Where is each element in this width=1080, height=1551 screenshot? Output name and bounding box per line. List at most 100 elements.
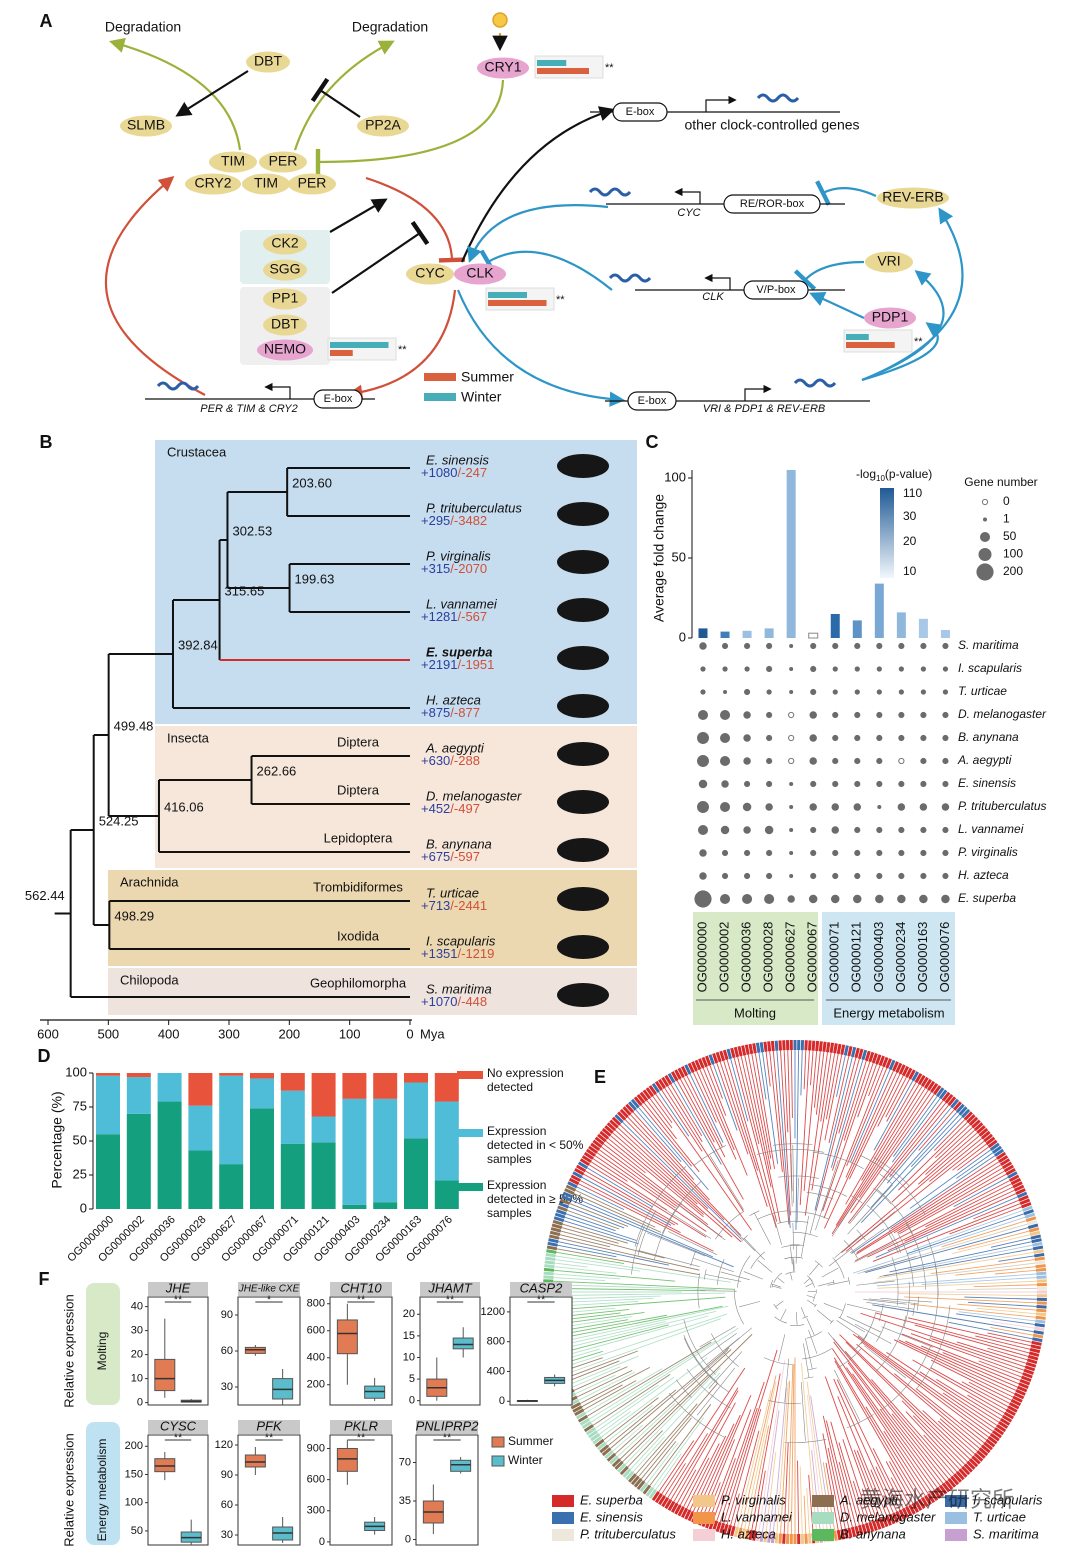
tip-ring [976, 1450, 986, 1459]
box [452, 1337, 474, 1350]
arrow [793, 260, 865, 291]
tree-branch [836, 1379, 901, 1511]
tree-branch [833, 1378, 894, 1514]
tip-ring [882, 1056, 889, 1068]
bar [698, 628, 708, 638]
tip-ring [625, 1470, 635, 1481]
tip-ring [1009, 1174, 1020, 1182]
tree-branch [797, 1460, 800, 1534]
tree-branch [814, 1056, 853, 1211]
y-tick-label: 15 [403, 1330, 415, 1342]
tree-branch [875, 1466, 898, 1512]
legend-swatch [812, 1495, 834, 1507]
tree-branch [838, 1058, 860, 1134]
tip-ring [1000, 1417, 1011, 1426]
tree-internal [846, 1315, 886, 1343]
tip-ring [544, 1264, 555, 1269]
tree-branch [553, 1292, 726, 1297]
tree-branch [751, 1373, 781, 1531]
tree-branch [699, 1394, 752, 1515]
y-tick-label: 20 [403, 1308, 415, 1320]
tip-ring [684, 1064, 692, 1075]
tree-branch [640, 1104, 693, 1167]
tree-branch [910, 1114, 960, 1168]
tree-branch [607, 1137, 704, 1218]
tree-branch [632, 1436, 665, 1473]
tip-ring [971, 1119, 981, 1129]
tree-branch [553, 1280, 735, 1290]
tip-ring [992, 1145, 1002, 1154]
winter-bar [537, 60, 567, 66]
tip-ring [950, 1098, 960, 1109]
tree-branch [670, 1084, 703, 1137]
tree-branch [646, 1442, 679, 1484]
gene-dot [789, 805, 794, 809]
tree-branch [619, 1124, 709, 1210]
legend-swatch [812, 1512, 834, 1524]
tree-branch [558, 1305, 729, 1343]
tree-branch [957, 1303, 1037, 1311]
tree-branch [901, 1400, 966, 1465]
tip-ring [588, 1145, 598, 1154]
gene-title: CYSC [160, 1418, 197, 1433]
tip-ring [759, 1042, 765, 1053]
gene-dot [854, 642, 861, 650]
protein-label: DBT [254, 53, 282, 69]
colorbar-tick-label: 10 [903, 564, 917, 578]
tree-branch [871, 1379, 955, 1475]
tree-internal [854, 1232, 899, 1263]
tree-branch [783, 1442, 789, 1534]
tree-branch [622, 1121, 742, 1240]
tip-ring [966, 1114, 976, 1124]
tree-branch [839, 1334, 971, 1460]
tip-ring [680, 1065, 689, 1077]
group-box [822, 912, 955, 1025]
tree-branch [787, 1050, 793, 1192]
tree-branch [590, 1161, 668, 1211]
strip-header [416, 1420, 478, 1434]
tree-branch [553, 1296, 726, 1311]
tip-ring [854, 1047, 860, 1059]
gene-dot [919, 803, 928, 811]
tip-ring [639, 1091, 649, 1102]
arrow [815, 180, 877, 206]
colorbar-title-part: (p-value) [885, 467, 932, 481]
tree-branch [889, 1241, 1032, 1273]
tree-branch [838, 1442, 864, 1525]
tree-branch [605, 1140, 646, 1174]
tree-branch [855, 1164, 1002, 1255]
gene-title: JHAMT [427, 1280, 472, 1295]
tip-ring [971, 1455, 981, 1465]
stacked-bar [280, 1073, 305, 1091]
tip-ring [1027, 1223, 1039, 1230]
column-label: OG0000121 [849, 922, 864, 993]
tree-branch [898, 1121, 968, 1191]
tree-branch [630, 1372, 721, 1470]
gene-dot [942, 666, 949, 672]
gene-dot [789, 690, 794, 694]
tree-branch [795, 1050, 800, 1230]
tree-internal [803, 1275, 813, 1284]
clade-label: Arachnida [120, 874, 179, 889]
gene-label: VRI & PDP1 & REV-ERB [703, 403, 825, 415]
tip-ring [944, 1094, 954, 1104]
tree-branch [610, 1347, 730, 1449]
gene-dot [809, 734, 817, 742]
tree-internal [831, 1195, 863, 1237]
tip-ring [611, 1458, 622, 1468]
stacked-bar [280, 1090, 305, 1144]
tip-ring [619, 1108, 629, 1119]
tree-internal [711, 1327, 753, 1367]
tip-ring [628, 1473, 637, 1483]
tree-branch [998, 1255, 1035, 1262]
tip-ring [1035, 1319, 1046, 1324]
tip-ring [924, 1495, 932, 1506]
y-tick-label: 50 [73, 1132, 87, 1147]
significance: ** [357, 1432, 366, 1444]
column-label: OG0000028 [761, 922, 776, 993]
tip-ring [829, 1042, 835, 1053]
tip-ring [854, 1525, 860, 1537]
tip-ring [551, 1223, 563, 1230]
protein-label: PP2A [365, 117, 401, 133]
species-name: I. scapularis [426, 933, 496, 948]
